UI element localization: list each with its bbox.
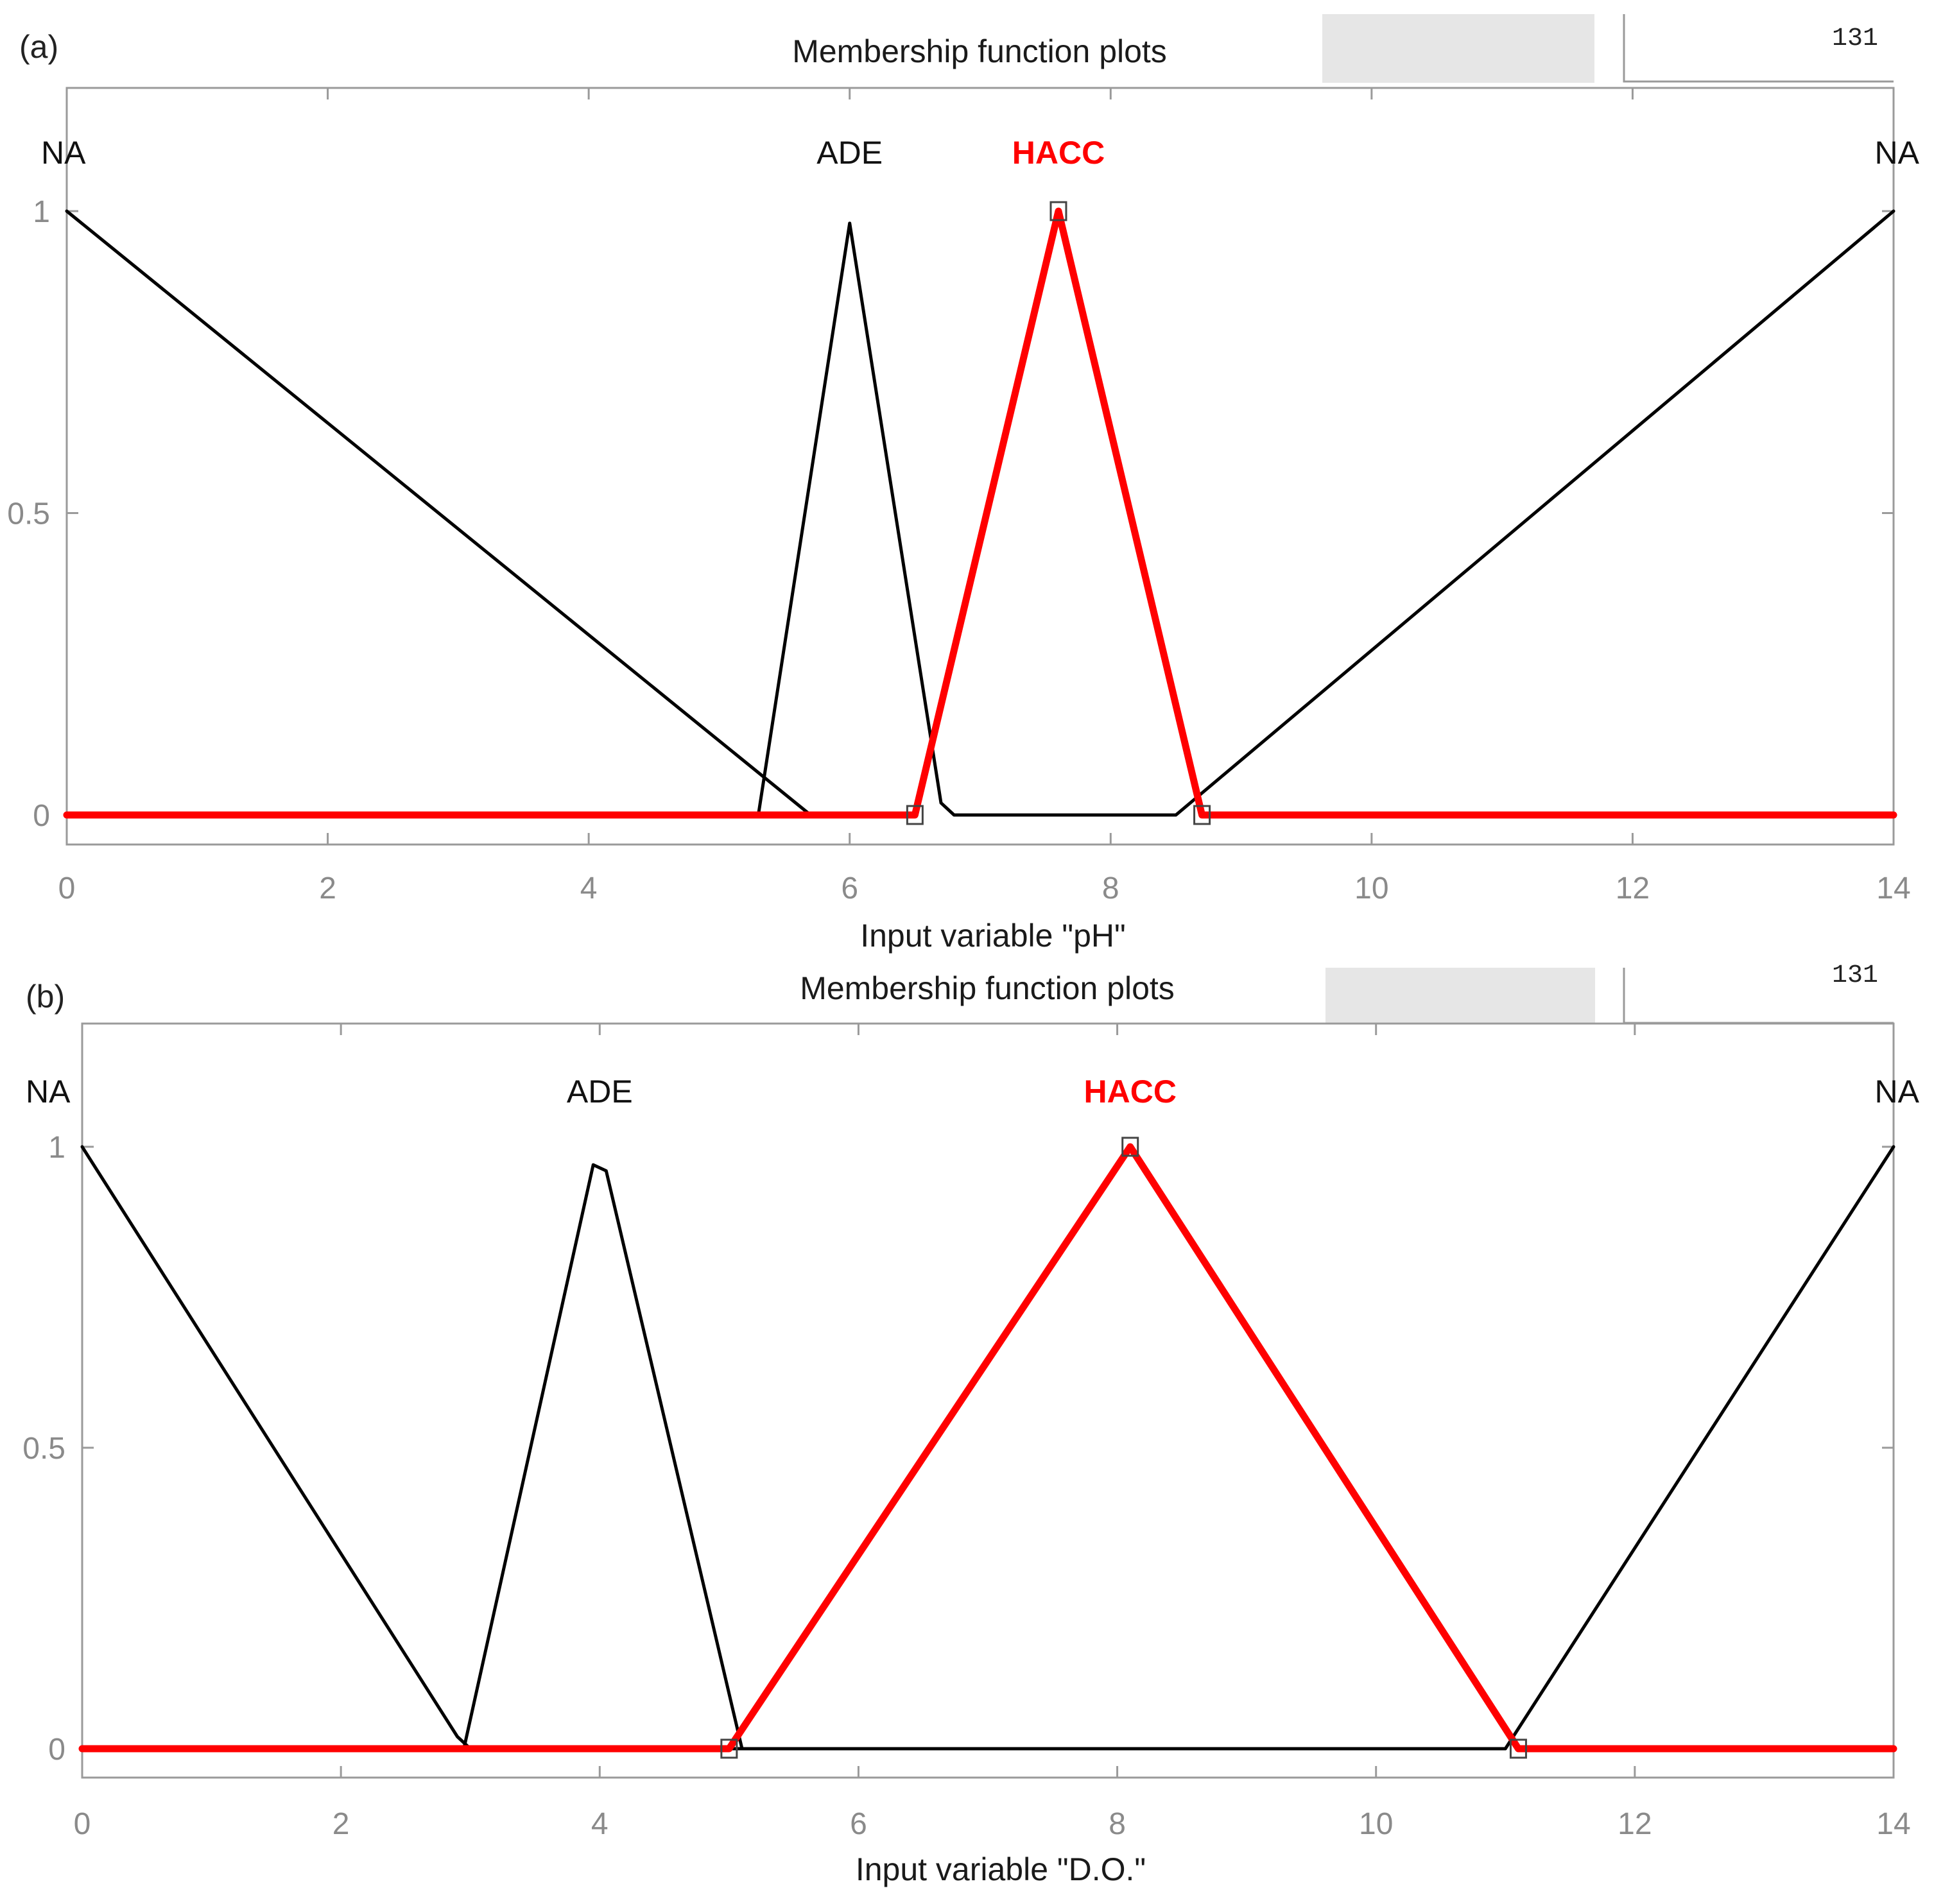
x-tick-label: 2 bbox=[319, 871, 336, 905]
panel-label: (a) bbox=[19, 29, 58, 65]
chart-panel-b: 131 (b) Membership function plots Input var… bbox=[22, 961, 1919, 1887]
mf-line-hacc-2 bbox=[63, 207, 1897, 819]
mf-line-na-3 bbox=[1503, 1145, 1895, 1751]
mf-label-na: NA bbox=[26, 1074, 71, 1110]
vertex-marker bbox=[1509, 1738, 1527, 1759]
vertex-marker bbox=[1121, 1136, 1139, 1157]
mf-line-ade-1 bbox=[756, 221, 956, 817]
toolbar-gray-bar bbox=[1325, 968, 1595, 1023]
toolbar-gray-bar bbox=[1322, 14, 1594, 83]
x-tick-label: 10 bbox=[1354, 871, 1388, 905]
x-tick-label: 12 bbox=[1618, 1807, 1652, 1841]
y-tick-label: 0.5 bbox=[7, 497, 50, 531]
vertex-marker bbox=[906, 805, 924, 825]
x-tick-label: 14 bbox=[1876, 871, 1910, 905]
x-tick-label: 2 bbox=[332, 1807, 350, 1841]
chart-title: Membership function plots bbox=[792, 33, 1167, 69]
mf-label-na: NA bbox=[1875, 1074, 1920, 1110]
toolbar-glyph: 131 bbox=[1832, 24, 1878, 53]
x-tick-label: 4 bbox=[580, 871, 598, 905]
mf-label-na: NA bbox=[1875, 135, 1920, 171]
x-tick-label: 10 bbox=[1359, 1807, 1393, 1841]
y-tick-label: 1 bbox=[48, 1131, 65, 1165]
x-tick-label: 6 bbox=[850, 1807, 867, 1841]
mf-line-hacc-2 bbox=[78, 1143, 1897, 1753]
mf-line-na-3 bbox=[1174, 209, 1895, 817]
mf-label-ade: ADE bbox=[816, 135, 883, 171]
x-tick-label: 4 bbox=[591, 1807, 609, 1841]
y-tick-label: 1 bbox=[33, 195, 50, 229]
vertex-marker bbox=[1049, 201, 1067, 221]
mf-line-ade-1 bbox=[462, 1163, 744, 1751]
panel-label: (b) bbox=[26, 979, 65, 1015]
mf-label-na: NA bbox=[41, 135, 86, 171]
y-tick-label: 0 bbox=[48, 1733, 65, 1767]
x-tick-label: 0 bbox=[74, 1807, 91, 1841]
mf-label-hacc: HACC bbox=[1012, 135, 1105, 171]
toolbar-frame-line bbox=[1623, 14, 1894, 83]
toolbar-glyph: 131 bbox=[1832, 961, 1878, 990]
y-tick-label: 0 bbox=[33, 799, 50, 833]
x-tick-label: 6 bbox=[841, 871, 858, 905]
x-axis-label: Input variable "pH" bbox=[860, 918, 1126, 954]
y-tick-label: 0.5 bbox=[22, 1432, 65, 1466]
chart-title: Membership function plots bbox=[800, 970, 1175, 1006]
x-tick-label: 8 bbox=[1109, 1807, 1126, 1841]
mf-label-ade: ADE bbox=[567, 1074, 633, 1110]
x-tick-label: 12 bbox=[1616, 871, 1650, 905]
x-tick-label: 8 bbox=[1102, 871, 1119, 905]
mf-line-na-0 bbox=[65, 209, 813, 817]
chart-panel-a: 131 (a) Membership function plots Input var… bbox=[7, 14, 1920, 954]
x-tick-label: 0 bbox=[58, 871, 76, 905]
plot-frame bbox=[65, 87, 1895, 846]
plot-frame bbox=[81, 1022, 1895, 1779]
x-axis-label: Input variable "D.O." bbox=[856, 1851, 1146, 1887]
vertex-marker bbox=[1193, 805, 1211, 825]
mf-label-hacc: HACC bbox=[1084, 1074, 1177, 1110]
x-tick-label: 14 bbox=[1876, 1807, 1910, 1841]
vertex-marker bbox=[720, 1738, 738, 1759]
